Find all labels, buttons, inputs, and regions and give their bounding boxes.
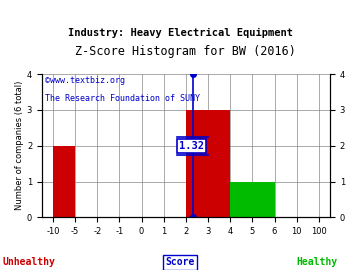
Text: ©www.textbiz.org: ©www.textbiz.org (45, 76, 125, 85)
Text: Industry: Heavy Electrical Equipment: Industry: Heavy Electrical Equipment (68, 28, 292, 38)
Text: Healthy: Healthy (296, 257, 337, 267)
Title: Z-Score Histogram for BW (2016): Z-Score Histogram for BW (2016) (76, 45, 296, 58)
Text: 1.32: 1.32 (179, 141, 204, 151)
Y-axis label: Number of companies (6 total): Number of companies (6 total) (15, 81, 24, 210)
Bar (230, 181, 275, 217)
Text: Unhealthy: Unhealthy (3, 257, 55, 267)
Text: The Research Foundation of SUNY: The Research Foundation of SUNY (45, 94, 200, 103)
Bar (53, 146, 75, 217)
Bar (186, 110, 230, 217)
Text: Score: Score (165, 257, 195, 267)
